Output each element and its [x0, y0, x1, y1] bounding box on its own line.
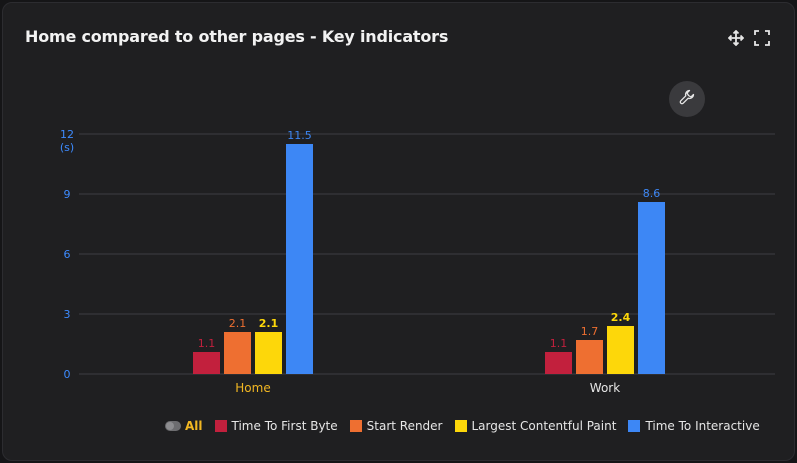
legend-swatch	[454, 420, 467, 432]
chart-title: Home compared to other pages - Key indic…	[25, 27, 449, 46]
y-tick-label: 3	[64, 308, 71, 321]
bar-work-start-render[interactable]	[576, 340, 603, 374]
legend-toggle-all[interactable]: All	[165, 419, 203, 433]
bar-home-time-to-interactive[interactable]	[286, 144, 313, 374]
bar-value-label: 8.6	[643, 187, 661, 200]
legend-swatch	[628, 420, 641, 432]
bar-work-time-to-first-byte[interactable]	[545, 352, 572, 374]
bar-home-largest-contentful-paint[interactable]	[255, 332, 282, 374]
wrench-icon	[679, 89, 695, 109]
legend-swatch	[214, 420, 227, 432]
y-tick-label: 12	[60, 128, 74, 141]
bar-value-label: 1.1	[550, 337, 568, 350]
bar-value-label: 2.1	[259, 317, 279, 330]
bar-home-time-to-first-byte[interactable]	[193, 352, 220, 374]
legend-label: Time To Interactive	[645, 419, 760, 433]
chart-toolbar	[728, 30, 770, 46]
legend-label: Largest Contentful Paint	[471, 419, 617, 433]
y-tick-label: 6	[64, 248, 71, 261]
toggle-switch[interactable]	[165, 421, 181, 431]
legend-item-largest-contentful-paint[interactable]: Largest Contentful Paint	[454, 419, 617, 433]
bar-work-time-to-interactive[interactable]	[638, 202, 665, 374]
legend-swatch	[349, 420, 362, 432]
bar-chart: 0 3 6 9 12(s) Home Work 1.1 2.1 2.1 11.5 1.1 1.7 2.4…	[60, 128, 775, 395]
bar-value-label: 1.7	[581, 325, 599, 338]
bar-value-label: 2.1	[229, 317, 247, 330]
bar-work-largest-contentful-paint[interactable]	[607, 326, 634, 374]
bar-value-label: 2.4	[611, 311, 631, 324]
x-category-label: Work	[590, 381, 620, 395]
chart-settings-button[interactable]	[669, 81, 705, 117]
legend-label: Start Render	[366, 419, 443, 433]
y-tick-label: 9	[64, 188, 71, 201]
bar-home-start-render[interactable]	[224, 332, 251, 374]
bar-value-label: 11.5	[287, 129, 312, 142]
legend-item-start-render[interactable]: Start Render	[349, 419, 443, 433]
legend-item-time-to-interactive[interactable]: Time To Interactive	[628, 419, 760, 433]
legend-label: Time To First Byte	[231, 419, 338, 433]
y-tick-label: 0	[64, 368, 71, 381]
legend-all-label: All	[185, 419, 203, 433]
move-icon[interactable]	[728, 30, 744, 46]
chart-legend: All Time To First Byte Start Render Larges…	[165, 419, 772, 433]
x-category-label: Home	[235, 381, 270, 395]
legend-item-time-to-first-byte[interactable]: Time To First Byte	[214, 419, 338, 433]
bar-value-label: 1.1	[198, 337, 216, 350]
y-axis-unit-label: (s)	[60, 141, 74, 154]
fullscreen-icon[interactable]	[754, 30, 770, 46]
